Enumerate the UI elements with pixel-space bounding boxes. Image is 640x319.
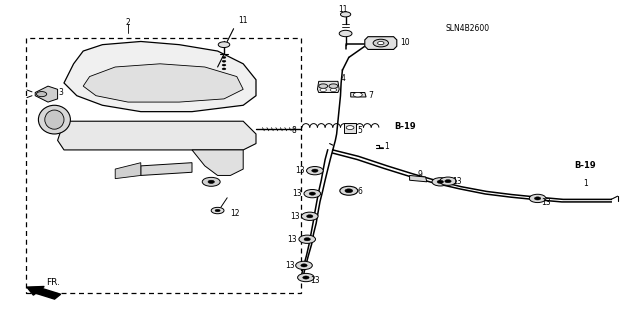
Circle shape (445, 180, 451, 183)
Circle shape (211, 207, 224, 214)
Text: 11: 11 (338, 5, 348, 14)
Circle shape (534, 197, 541, 200)
Circle shape (222, 64, 226, 66)
Text: 5: 5 (357, 126, 362, 135)
Circle shape (215, 209, 220, 212)
Polygon shape (64, 41, 256, 112)
Circle shape (440, 177, 456, 185)
Bar (344, 123, 356, 133)
FancyArrow shape (27, 286, 61, 299)
Circle shape (303, 276, 309, 279)
Circle shape (330, 88, 337, 92)
Text: 13: 13 (287, 235, 297, 244)
Text: 13: 13 (452, 177, 461, 186)
Circle shape (340, 12, 351, 17)
Circle shape (208, 180, 214, 183)
Text: 13: 13 (285, 261, 294, 270)
Circle shape (319, 84, 328, 88)
Text: 6: 6 (357, 187, 362, 196)
Text: SLN4B2600: SLN4B2600 (445, 24, 489, 33)
Circle shape (301, 264, 307, 267)
Circle shape (307, 167, 323, 175)
Text: 1: 1 (384, 142, 388, 151)
Circle shape (222, 60, 226, 62)
Text: 13: 13 (295, 166, 305, 175)
Circle shape (222, 56, 226, 58)
Text: 13: 13 (290, 212, 300, 221)
Circle shape (432, 178, 449, 186)
Bar (26, 38, 301, 293)
Polygon shape (365, 37, 397, 49)
Circle shape (529, 194, 546, 203)
Circle shape (378, 41, 384, 45)
Ellipse shape (45, 110, 64, 129)
Circle shape (309, 192, 316, 195)
Polygon shape (141, 163, 192, 175)
Circle shape (36, 92, 47, 97)
Circle shape (299, 235, 316, 243)
Text: 13: 13 (310, 276, 319, 285)
Text: 1: 1 (584, 179, 588, 188)
Circle shape (320, 88, 326, 92)
Circle shape (304, 189, 321, 198)
Text: 2: 2 (125, 18, 131, 27)
Circle shape (353, 93, 362, 97)
Circle shape (339, 30, 352, 37)
Circle shape (304, 238, 310, 241)
Text: 13: 13 (541, 198, 550, 207)
Text: B-19: B-19 (394, 122, 416, 130)
Text: 8: 8 (292, 126, 296, 135)
Circle shape (298, 273, 314, 282)
Circle shape (345, 189, 353, 193)
Text: 12: 12 (230, 209, 240, 218)
Circle shape (307, 215, 313, 218)
Polygon shape (351, 93, 366, 97)
Circle shape (373, 39, 388, 47)
Text: 7: 7 (368, 91, 373, 100)
Text: 9: 9 (418, 170, 423, 179)
Circle shape (222, 68, 226, 70)
Circle shape (329, 84, 338, 88)
Circle shape (346, 126, 354, 130)
Polygon shape (58, 121, 256, 150)
Circle shape (202, 177, 220, 186)
Circle shape (312, 169, 318, 172)
Text: B-19: B-19 (575, 161, 596, 170)
Polygon shape (115, 163, 141, 179)
Circle shape (340, 186, 358, 195)
Circle shape (437, 180, 444, 183)
Text: 4: 4 (340, 74, 346, 83)
Polygon shape (317, 81, 339, 93)
Circle shape (218, 42, 230, 48)
Polygon shape (192, 150, 243, 175)
Polygon shape (410, 175, 427, 182)
Text: 10: 10 (400, 38, 410, 47)
Polygon shape (83, 64, 243, 102)
Ellipse shape (38, 105, 70, 134)
Text: 13: 13 (292, 189, 302, 198)
Circle shape (296, 261, 312, 270)
Text: 11: 11 (238, 16, 248, 25)
Circle shape (301, 212, 318, 220)
Polygon shape (35, 86, 58, 102)
Text: 3: 3 (59, 88, 64, 97)
Text: FR.: FR. (46, 278, 60, 287)
